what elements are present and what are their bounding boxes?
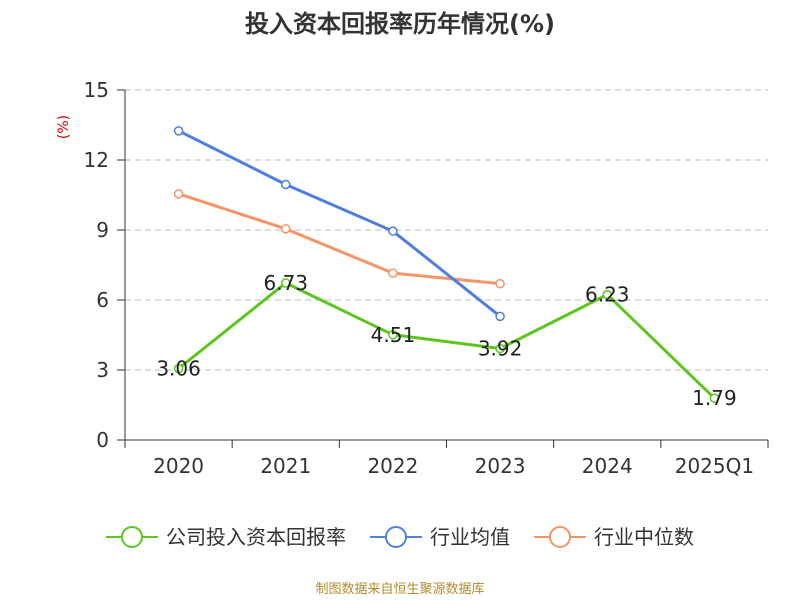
series-point [709, 393, 720, 403]
axis-layer: 0 3 6 9 12 15 2020 2021 2022 2023 2024 2025Q1 [84, 78, 769, 478]
x-tick-label: 2023 [475, 454, 526, 478]
source-note: 制图数据来自恒生聚源数据库 [315, 582, 485, 597]
x-tick-label: 2021 [260, 454, 311, 478]
legend-item: 行业中位数 [534, 525, 694, 549]
legend: 公司投入资本回报率 行业均值 行业中位数 [106, 525, 694, 549]
series-point [495, 278, 505, 289]
series-point [281, 179, 291, 190]
data-label: 6.23 [585, 283, 630, 307]
series-point [173, 363, 184, 374]
series-layer [173, 126, 720, 403]
chart-title: 投入资本回报率历年情况(%) [245, 10, 555, 38]
y-tick-label: 3 [96, 358, 109, 382]
series-point [281, 224, 291, 234]
series-point [173, 126, 184, 136]
legend-item: 行业均值 [370, 525, 510, 549]
series-line [178, 192, 501, 286]
data-label: 4.51 [371, 323, 416, 347]
legend-marker-circle [385, 526, 407, 548]
series-point [495, 343, 505, 354]
y-tick-label: 12 [84, 148, 109, 172]
data-label: 1.79 [692, 386, 737, 410]
data-label-layer: 3.06 6.73 4.51 3.92 6.23 1.79 [156, 271, 736, 410]
y-tick-label: 0 [96, 428, 109, 452]
series-line [177, 281, 716, 400]
legend-item: 公司投入资本回报率 [106, 525, 346, 549]
grid-layer [125, 89, 768, 371]
series-point [602, 289, 612, 300]
x-tick-label: 2022 [367, 454, 418, 478]
series-point [388, 330, 398, 340]
series-point [388, 268, 398, 278]
legend-marker-circle [121, 526, 143, 548]
y-tick-label: 9 [96, 218, 109, 242]
legend-marker-circle [549, 526, 571, 548]
data-label: 3.06 [156, 357, 201, 381]
x-tick-label: 2024 [582, 454, 633, 478]
y-axis-label: (%) [56, 115, 72, 139]
y-tick-label: 15 [84, 78, 109, 102]
data-label: 3.92 [478, 337, 523, 361]
x-tick-label: 2025Q1 [675, 454, 754, 478]
series-line [177, 129, 502, 318]
legend-label: 行业均值 [430, 525, 510, 549]
series-point [495, 311, 505, 322]
x-tick-label: 2020 [153, 454, 204, 478]
y-tick-label: 6 [96, 288, 109, 312]
legend-label: 行业中位数 [594, 525, 694, 549]
data-label: 6.73 [263, 271, 308, 295]
series-point [388, 226, 398, 236]
series-point [281, 278, 291, 288]
legend-label: 公司投入资本回报率 [166, 525, 346, 549]
series-point [173, 189, 184, 199]
